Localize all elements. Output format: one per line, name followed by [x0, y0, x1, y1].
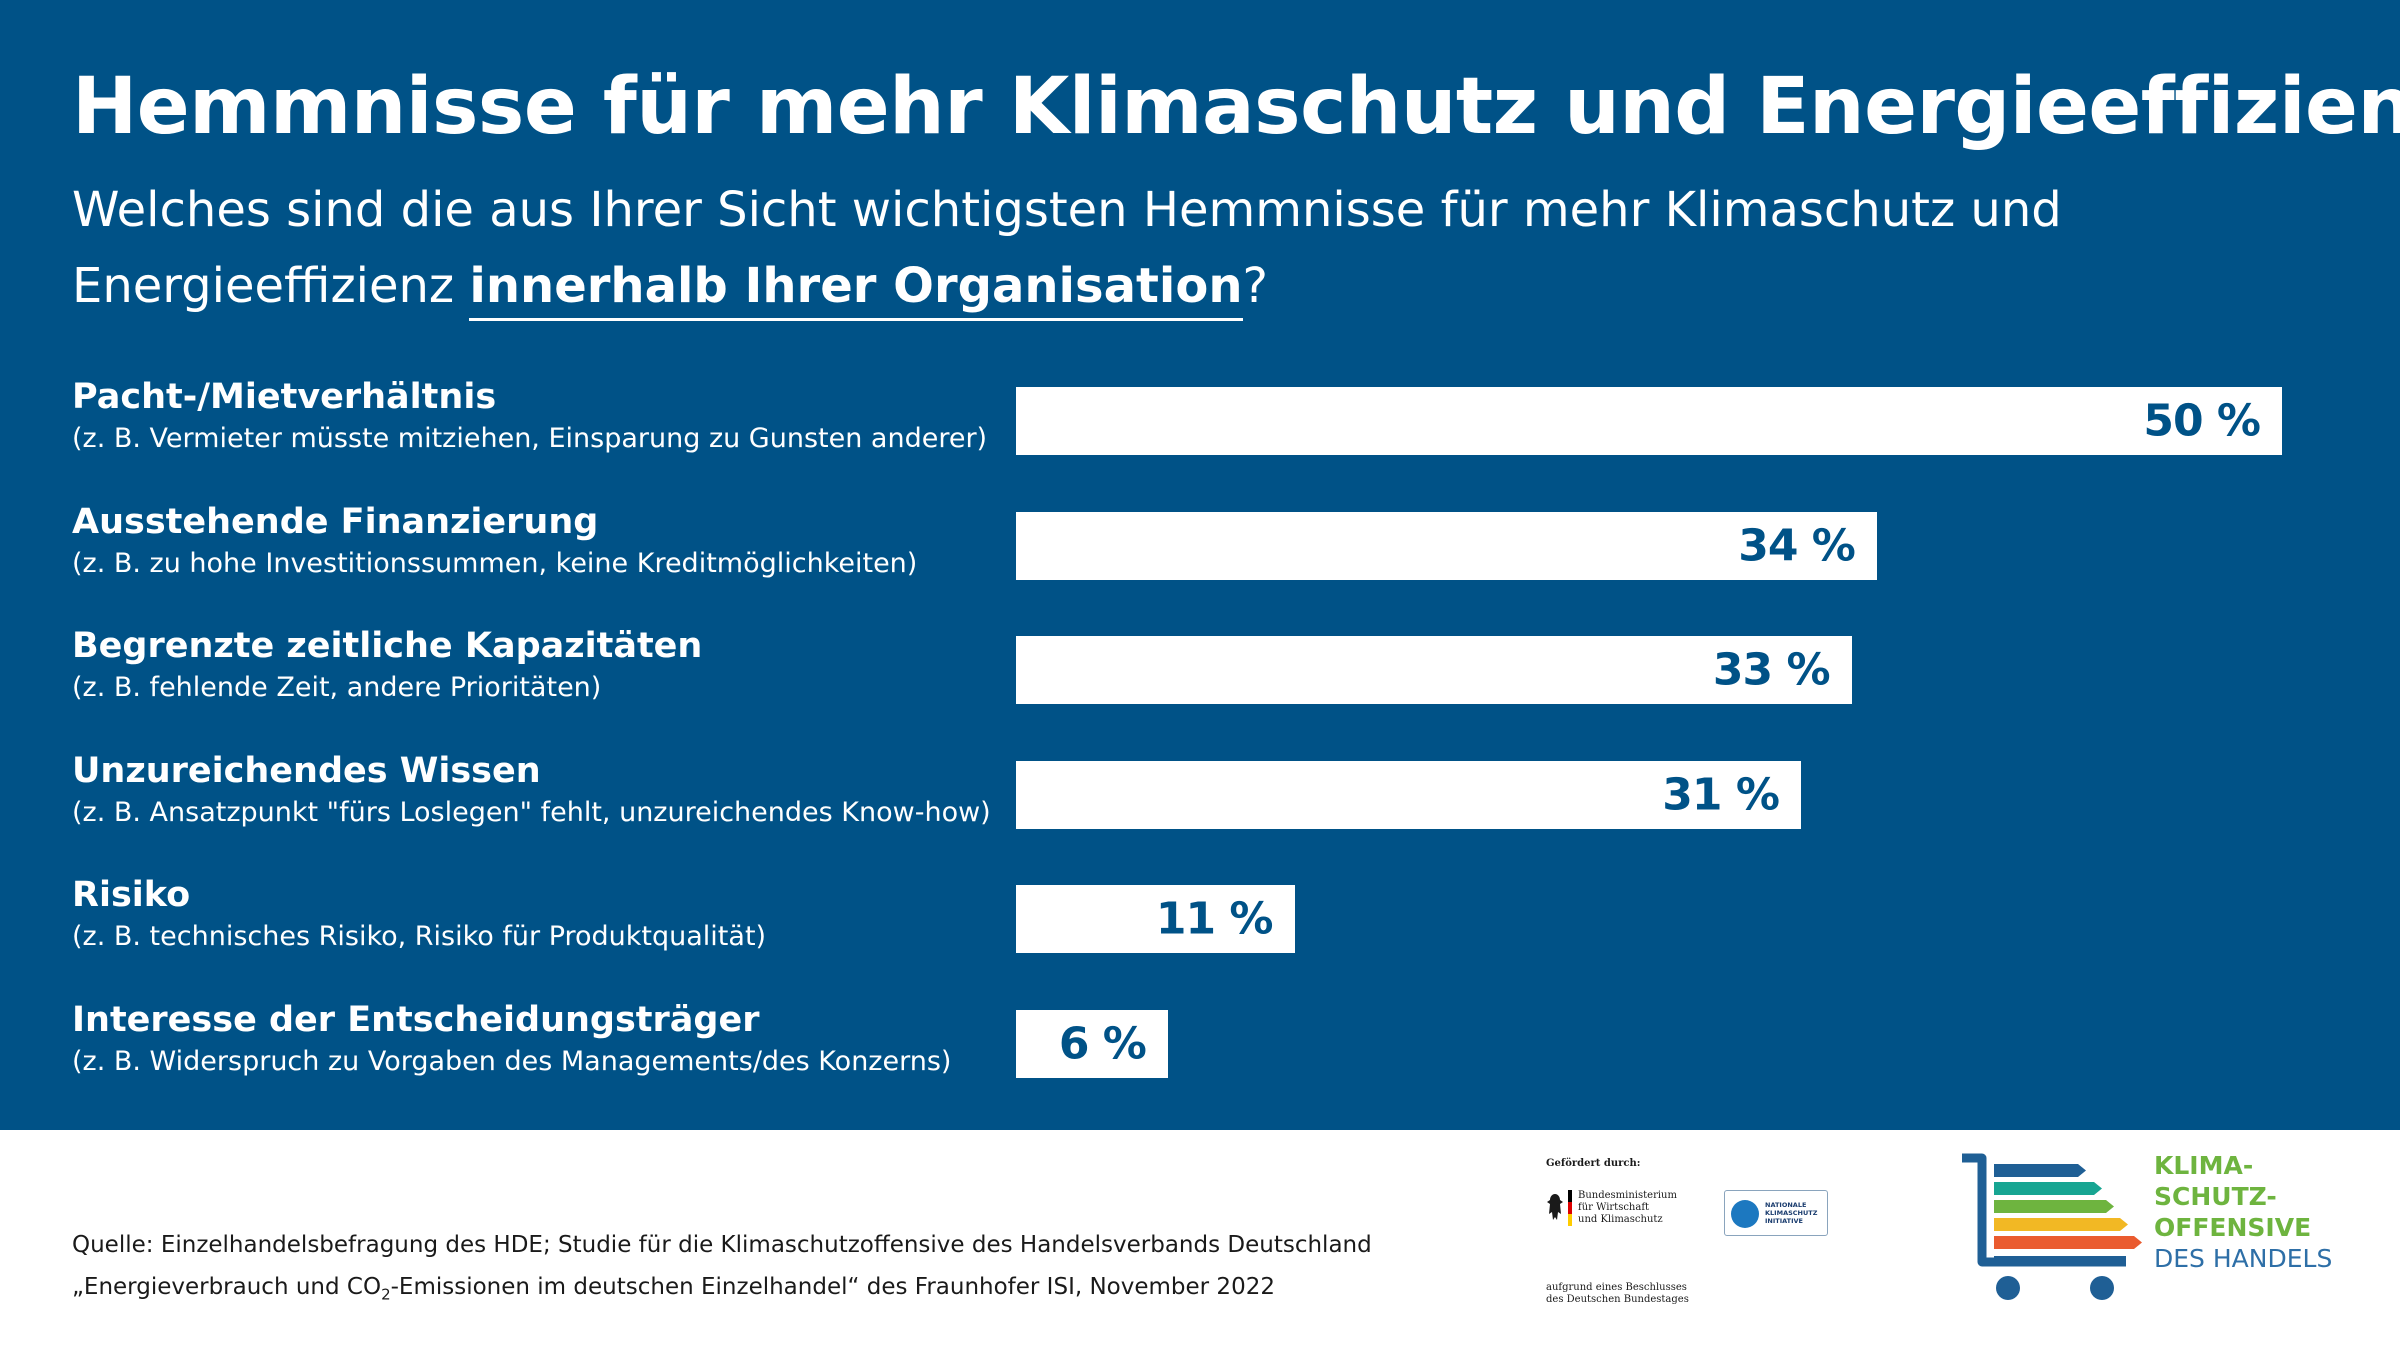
category-label: Begrenzte zeitliche Kapazitäten (z. B. fe… [72, 624, 702, 708]
energy-stripe [1994, 1182, 2102, 1195]
bar: 6 % [1016, 1010, 1168, 1078]
category-title: Pacht-/Mietverhältnis [72, 377, 497, 417]
category-label: Pacht-/Mietverhältnis (z. B. Vermieter mü… [72, 375, 987, 459]
bar-value-label: 11 % [1155, 893, 1274, 945]
category-title: Risiko [72, 875, 191, 916]
source-line-2-pre: „Energieverbrauch und CO [72, 1274, 382, 1300]
source-line-2: „Energieverbrauch und CO2-Emissionen im … [72, 1266, 1372, 1316]
energy-stripe [1994, 1236, 2142, 1249]
federal-eagle-icon [1547, 1194, 1563, 1220]
bar: 11 % [1016, 885, 1295, 954]
bar-value-label: 50 % [2143, 395, 2261, 447]
bar-value-label: 31 % [1662, 769, 1780, 821]
energy-stripes [1994, 1164, 2142, 1249]
subtitle-end: ? [1242, 258, 1268, 314]
bundestag-note: aufgrund eines Beschlusses des Deutschen… [1546, 1282, 1689, 1305]
logo-text: KLIMA- SCHUTZ- OFFENSIVE DES HANDELS [2154, 1151, 2333, 1273]
german-flag-icon [1568, 1190, 1572, 1226]
klimaschutzoffensive-cart-logo [1962, 1153, 2142, 1300]
source-subscript: 2 [381, 1285, 391, 1304]
nki-logo: NATIONALE KLIMASCHUTZ INITIATIVE [1724, 1190, 1828, 1236]
bar: 33 % [1016, 636, 1852, 705]
cart-wheel-right [2090, 1276, 2114, 1300]
bar: 50 % [1016, 387, 2282, 455]
subtitle-highlight: innerhalb Ihrer Organisation [469, 258, 1243, 321]
category-title: Ausstehende Finanzierung [72, 501, 599, 542]
energy-stripe [1994, 1200, 2114, 1213]
category-title: Begrenzte zeitliche Kapazitäten [72, 626, 703, 667]
category-note: (z. B. Vermieter müsste mitziehen, Einsp… [72, 423, 988, 454]
category-label: Risiko (z. B. technisches Risiko, Risiko … [72, 873, 766, 957]
energy-stripe [1994, 1164, 2086, 1177]
category-label: Interesse der Entscheidungsträger (z. B. … [72, 998, 951, 1082]
bar-value-label: 33 % [1712, 644, 1831, 696]
category-note: (z. B. Ansatzpunkt "fürs Loslegen" fehlt… [72, 796, 991, 828]
chart-subtitle: Welches sind die aus Ihrer Sicht wichtig… [72, 172, 2272, 324]
cart-base [1994, 1256, 2126, 1263]
category-note: (z. B. Widerspruch zu Vorgaben des Manag… [72, 1046, 952, 1077]
energy-stripe [1994, 1218, 2128, 1231]
bar-value-label: 6 % [1058, 1018, 1147, 1070]
category-note: (z. B. fehlende Zeit, andere Prioritäten… [72, 672, 602, 704]
category-label: Unzureichendes Wissen (z. B. Ansatzpunkt … [72, 749, 991, 833]
bar-value-label: 34 % [1738, 520, 1856, 572]
chart-panel: Hemmnisse für mehr Klimaschutz und Energ… [0, 0, 2400, 1130]
category-title: Unzureichendes Wissen [72, 750, 541, 791]
globe-icon [1731, 1200, 1759, 1228]
chart-title: Hemmnisse für mehr Klimaschutz und Energ… [72, 62, 2400, 152]
category-label: Ausstehende Finanzierung (z. B. zu hohe I… [72, 500, 917, 584]
source-line-1: Quelle: Einzelhandelsbefragung des HDE; … [72, 1232, 1372, 1258]
category-title: Interesse der Entscheidungsträger [72, 1000, 760, 1040]
bar: 31 % [1016, 760, 1801, 829]
sponsor-label: Gefördert durch: [1546, 1158, 1641, 1169]
source-line-2-post: -Emissionen im deutschen Einzelhandel“ d… [390, 1274, 1275, 1300]
source-note: Quelle: Einzelhandelsbefragung des HDE; … [72, 1224, 1372, 1316]
bar: 34 % [1016, 511, 1877, 580]
ministry-name: Bundesministerium für Wirtschaft und Kli… [1578, 1190, 1677, 1225]
subtitle-text: Welches sind die aus Ihrer Sicht wichtig… [72, 182, 2062, 314]
cart-wheel-left [1996, 1276, 2020, 1300]
category-note: (z. B. technisches Risiko, Risiko für Pr… [72, 921, 767, 953]
sponsor-block: Gefördert durch: Bundesministerium für W… [1546, 1152, 1846, 1312]
category-note: (z. B. zu hohe Investitionssummen, keine… [72, 547, 918, 579]
